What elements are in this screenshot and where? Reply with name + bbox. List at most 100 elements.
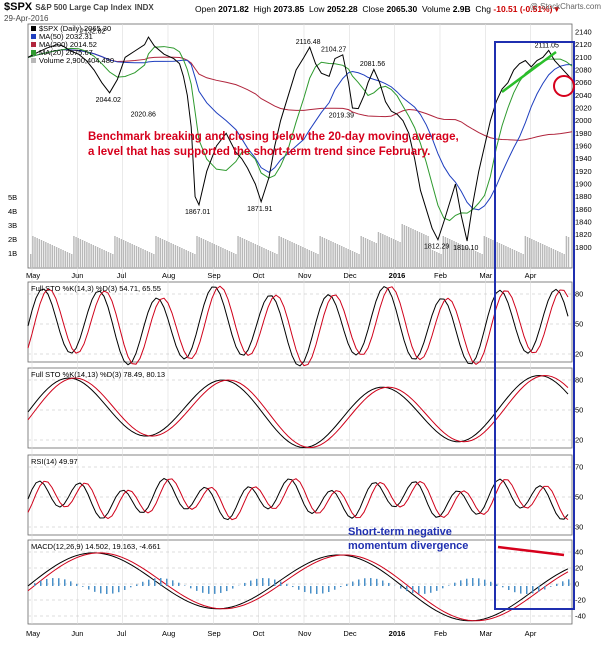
volume-bar <box>60 249 62 268</box>
volume-bar <box>241 238 244 268</box>
price-mark-label: 1867.01 <box>185 209 210 216</box>
macd-histogram-bar <box>172 580 174 586</box>
volume-bar <box>388 237 390 268</box>
macd-histogram-bar <box>232 586 234 589</box>
volume-bar <box>49 244 51 268</box>
volume-bar <box>265 249 267 268</box>
volume-bar <box>237 236 239 268</box>
volume-bar <box>442 236 444 268</box>
price-mark-label: 2104.27 <box>321 47 346 54</box>
index-name: S&P 500 Large Cap Index <box>35 3 132 12</box>
volume-bar <box>261 247 263 268</box>
volume-bar <box>557 251 559 268</box>
macd-histogram-bar <box>214 586 216 594</box>
volume-bar <box>358 254 360 268</box>
volume-bar <box>135 246 138 268</box>
volume-bar <box>211 243 213 268</box>
volume-bar <box>297 245 300 268</box>
volume-bar <box>524 236 527 268</box>
volume-bar <box>116 237 118 268</box>
volume-bars <box>30 224 570 268</box>
macd-histogram-bar <box>442 586 444 589</box>
close-value: 2065.30 <box>386 4 418 14</box>
macd-histogram-bar <box>478 578 480 586</box>
volume-bar <box>159 238 161 268</box>
volume-bar <box>414 230 416 268</box>
volume-bar <box>334 243 336 268</box>
month-label: Apr <box>525 271 537 280</box>
volume-bar <box>550 248 552 268</box>
macd-histogram-bar <box>40 580 42 586</box>
price-tick-label: 1800 <box>575 243 592 252</box>
volume-bar <box>360 236 362 268</box>
volume-bar <box>187 251 190 268</box>
rsi-panel-frame <box>27 454 573 536</box>
macd-histogram-bar <box>454 582 456 586</box>
macd-histogram-bar <box>100 586 102 594</box>
volume-bar <box>204 240 207 268</box>
legend-label: $SPX (Daily) 2065.30 <box>39 24 111 33</box>
volume-bar <box>220 247 222 268</box>
macd-histogram-bar <box>112 586 114 594</box>
month-label: Nov <box>298 271 312 280</box>
osc-line <box>27 374 569 449</box>
rsi-label: RSI(14) 49.97 <box>31 457 78 466</box>
volume-bar <box>274 253 276 268</box>
volume-bar <box>58 248 60 268</box>
volume-bar <box>520 253 522 268</box>
volume-bar <box>513 250 516 268</box>
volume-bar <box>153 254 155 268</box>
volume-bar <box>511 249 514 268</box>
volume-bar <box>71 254 73 268</box>
osc-tick-label: 40 <box>575 548 583 557</box>
volume-bar <box>306 249 308 268</box>
volume-bar <box>323 238 326 268</box>
volume-bar <box>107 252 110 268</box>
volume-bar <box>420 233 423 268</box>
volume-bar <box>144 250 146 268</box>
price-tick-label: 1960 <box>575 142 592 151</box>
month-label-bottom: Aug <box>162 629 175 638</box>
volume-bar <box>418 232 421 268</box>
volume-bar <box>42 241 45 268</box>
month-label-bottom: Nov <box>298 629 312 638</box>
volume-bar <box>250 242 252 268</box>
month-label-bottom: 2016 <box>389 629 406 638</box>
price-mark-label: 2019.39 <box>329 112 354 119</box>
macd-histogram-bar <box>268 578 270 586</box>
osc-tick-label: 50 <box>575 493 583 502</box>
volume-bar <box>284 239 287 268</box>
volume-bar <box>466 247 468 268</box>
legend-label: MA(20) 2075.67 <box>39 48 93 57</box>
volume-bar <box>526 237 529 268</box>
osc-tick-label: 0 <box>575 580 579 589</box>
macd-histogram-bar <box>274 579 276 586</box>
volume-bar <box>546 246 548 268</box>
volume-bar <box>142 249 144 268</box>
osc-line <box>27 552 569 622</box>
osc-tick-label: 30 <box>575 523 583 532</box>
volume-bar <box>96 247 99 268</box>
volume-bar <box>509 248 511 268</box>
volume-bar <box>73 236 75 268</box>
y-axis-ticks: 2140212021002080206020402020200019801960… <box>8 28 592 621</box>
volume-bar <box>379 233 382 268</box>
volume-bar <box>563 254 565 268</box>
macd-histogram-bar <box>424 586 426 594</box>
volume-bar <box>34 237 36 268</box>
volume-bar <box>194 254 196 268</box>
osc-tick-label: 20 <box>575 350 583 359</box>
oscillators <box>27 285 570 622</box>
volume-bar <box>487 238 490 268</box>
volume-bar <box>522 254 524 268</box>
volume-bar <box>330 241 332 268</box>
volume-bar <box>183 249 185 268</box>
price-tick-label: 1920 <box>575 167 592 176</box>
month-label: Feb <box>434 271 447 280</box>
month-label: Dec <box>343 271 357 280</box>
high-label: High <box>253 4 272 14</box>
macd-histogram-bar <box>388 582 390 586</box>
volume-bar <box>189 252 192 268</box>
macd-histogram-bar <box>244 582 246 586</box>
